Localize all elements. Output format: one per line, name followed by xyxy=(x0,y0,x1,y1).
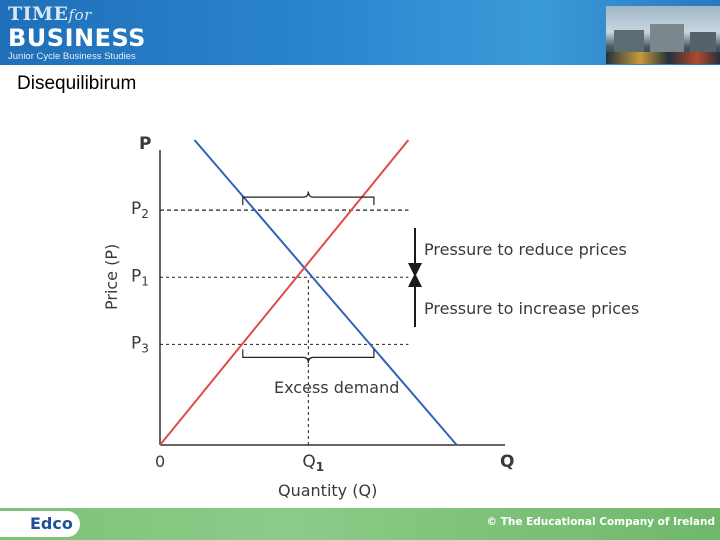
p3-tick-label: P3 xyxy=(131,333,149,355)
p2-tick-label: P2 xyxy=(131,199,149,221)
header-banner: TIMEfor BUSINESS Junior Cycle Business S… xyxy=(0,0,720,65)
x-axis-end-label: Q xyxy=(500,452,514,472)
footer-bar: Edco © The Educational Company of Irelan… xyxy=(0,508,720,540)
y-axis-end-label: P xyxy=(139,134,151,154)
origin-label: 0 xyxy=(155,452,165,471)
y-axis-label: Price (P) xyxy=(102,244,121,310)
x-axis-label: Quantity (Q) xyxy=(278,481,377,500)
disequilibrium-chart: P Q 0 P2 P1 P3 Q1 Price (P) Quantity (Q)… xyxy=(102,134,639,500)
city-photo xyxy=(606,6,720,64)
supply-curve xyxy=(159,139,410,446)
slide-title: Disequilibirum xyxy=(17,73,137,94)
q1-tick-label: Q1 xyxy=(302,452,324,474)
brand-subtitle: Junior Cycle Business Studies xyxy=(8,51,136,62)
brand-top: TIMEfor xyxy=(8,3,92,25)
brand-main: BUSINESS xyxy=(8,24,146,52)
excess-demand-brace xyxy=(242,349,375,363)
excess-supply-brace xyxy=(242,191,375,206)
edco-logo: Edco xyxy=(0,511,80,537)
excess-demand-label: Excess demand xyxy=(274,378,399,397)
increase-prices-annotation: Pressure to increase prices xyxy=(424,299,639,318)
demand-curve xyxy=(193,139,458,446)
brand-logo: TIMEfor BUSINESS Junior Cycle Business S… xyxy=(8,4,146,63)
copyright-text: © The Educational Company of Ireland xyxy=(486,516,715,528)
reduce-prices-annotation: Pressure to reduce prices xyxy=(424,240,627,259)
p1-tick-label: P1 xyxy=(131,266,149,288)
